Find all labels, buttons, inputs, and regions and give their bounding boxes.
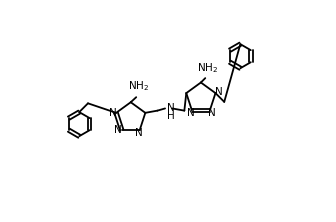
- Text: NH$_2$: NH$_2$: [197, 61, 218, 75]
- Text: N: N: [114, 125, 122, 135]
- Text: N: N: [135, 128, 142, 138]
- Text: H: H: [167, 111, 175, 121]
- Text: NH$_2$: NH$_2$: [128, 80, 149, 93]
- Text: N: N: [109, 108, 117, 118]
- Text: N: N: [208, 108, 216, 118]
- Text: N: N: [187, 108, 195, 118]
- Text: N: N: [215, 87, 223, 97]
- Text: N: N: [167, 103, 175, 113]
